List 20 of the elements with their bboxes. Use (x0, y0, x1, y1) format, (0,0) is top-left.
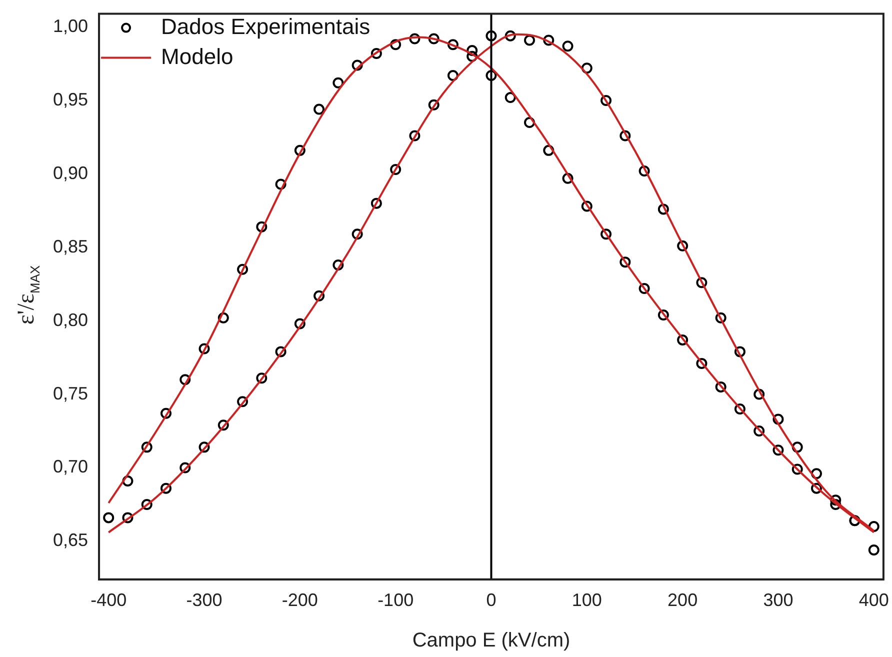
y-tick-label: 0,95 (52, 89, 88, 110)
y-tick-label: 0,90 (52, 162, 88, 183)
x-tick-label: 0 (486, 590, 496, 610)
y-tick-label: 0,65 (52, 530, 88, 550)
x-axis-title: Campo E (kV/cm) (412, 630, 570, 652)
y-tick-label: 0,75 (52, 383, 88, 404)
x-tick-label: -400 (90, 590, 127, 610)
x-tick-label: 200 (668, 590, 698, 610)
x-tick-label: 400 (858, 590, 889, 610)
y-tick-label: 0,80 (52, 310, 88, 330)
legend-label: Dados Experimentais (161, 14, 370, 39)
x-tick-label: -200 (282, 590, 318, 610)
x-tick-label: 300 (763, 590, 794, 610)
y-tick-label: 0,70 (52, 456, 88, 477)
x-tick-label: -300 (186, 590, 222, 610)
y-tick-label: 1,00 (52, 16, 88, 36)
y-tick-label: 0,85 (52, 236, 88, 256)
legend-label: Modelo (161, 44, 234, 69)
x-tick-label: 100 (572, 590, 602, 610)
x-tick-label: -100 (378, 590, 414, 610)
